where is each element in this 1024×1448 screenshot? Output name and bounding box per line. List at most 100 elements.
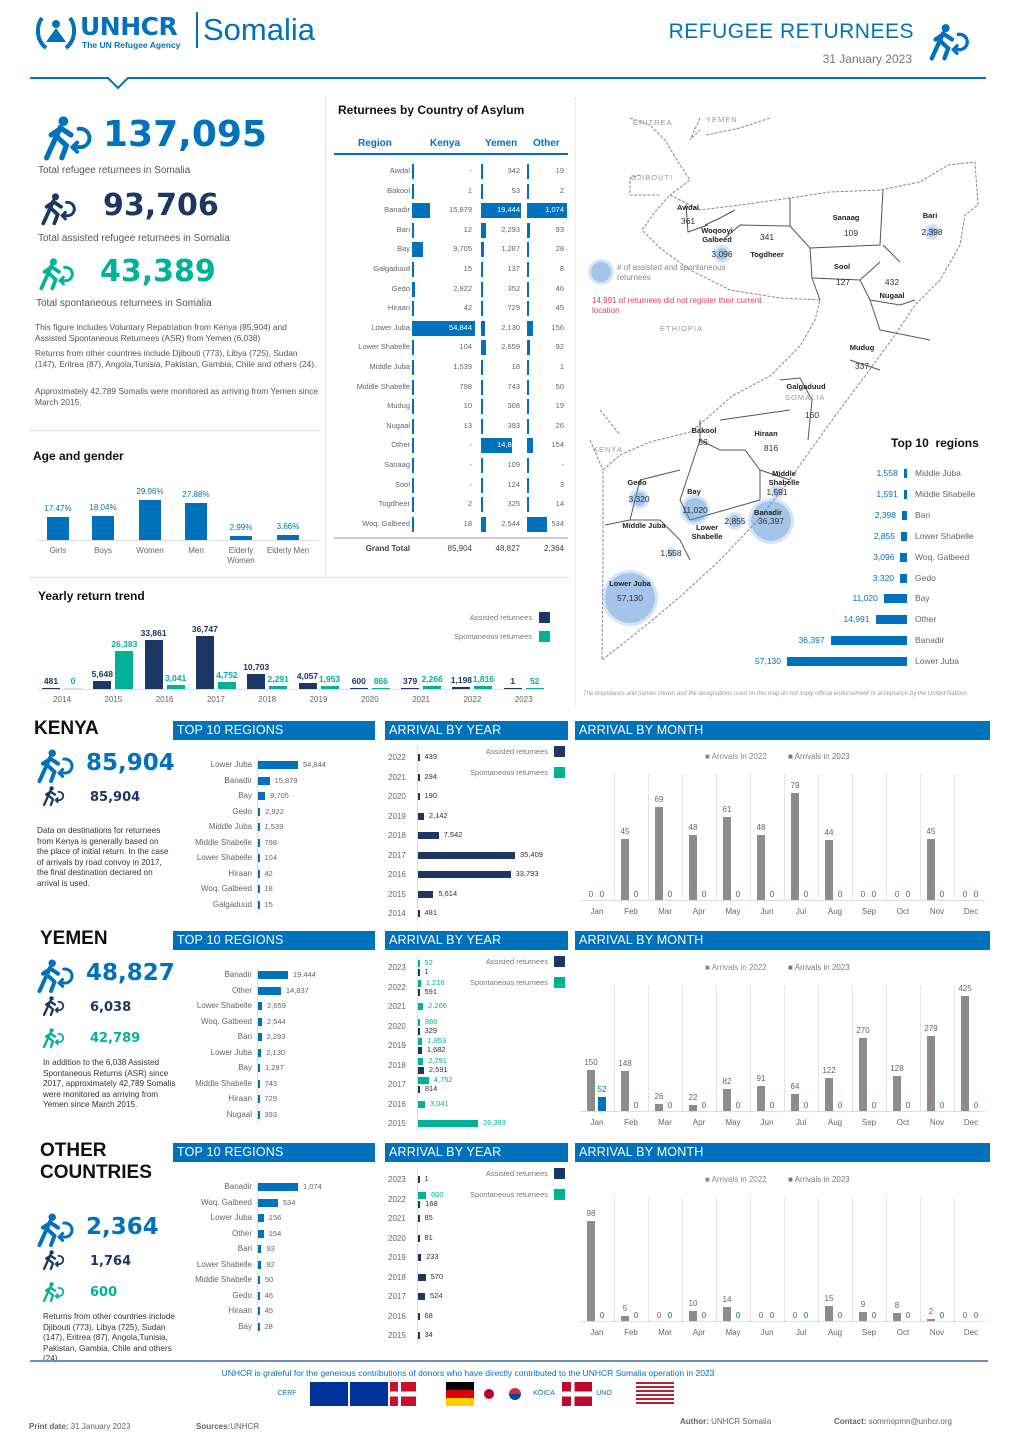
table-bar-other: [527, 497, 529, 513]
month-value-2022: 98: [586, 1209, 596, 1218]
map-bubble: [683, 498, 707, 522]
contact-email-link[interactable]: sommopmn@unhcr.org: [868, 1417, 952, 1426]
top10-value-label: 14,837: [285, 985, 309, 995]
table-bar-yemen: [481, 164, 483, 179]
table-row: Woq. Galbeed 18 2,544 534: [330, 516, 570, 534]
top10-value: 1,558: [876, 468, 898, 478]
month-bar-2022: [893, 1076, 901, 1111]
top10-bar: [258, 1214, 264, 1222]
top10-region-label: Middle Shabelle: [195, 1078, 252, 1088]
yearly-bar-spontaneous: [371, 687, 390, 689]
yemen-cell: 14,837: [497, 440, 520, 450]
total-returnees-value: 137,095: [103, 114, 267, 155]
table-bar-kenya: [412, 418, 414, 434]
other-cell: 156: [551, 322, 564, 332]
contact: Contact: sommopmn@unhcr.org: [834, 1417, 952, 1426]
map-region-name: Galgaduud: [786, 382, 826, 391]
map-bubble: [632, 492, 646, 506]
table-bar-yemen: [481, 183, 483, 199]
month-label: May: [725, 907, 741, 916]
section-assisted: 6,038: [90, 1000, 132, 1015]
kenya-cell: -: [469, 166, 473, 175]
table-row: Awdal - 342 19: [330, 163, 570, 181]
assisted-returnees-value: 93,706: [103, 188, 219, 223]
yearly-year-label: 2022: [463, 695, 482, 704]
map-region-name: Middle Juba: [622, 521, 666, 530]
total-returnee-icon: [36, 748, 80, 784]
top10-region-label: Woq. Galbeed: [201, 1016, 252, 1026]
assisted-returnee-icon: [40, 192, 82, 226]
month-label: Jun: [760, 1118, 774, 1127]
top10-bar: [258, 1229, 264, 1238]
month-label: Apr: [692, 1118, 706, 1127]
top10-value-label: 15: [264, 899, 273, 909]
month-gridline: [954, 986, 955, 1111]
section-other-countries: OTHER COUNTRIES 2,364 1,764 600 Returns from…: [0, 1140, 1024, 1363]
table-bar-kenya: [412, 203, 431, 219]
top10-region-label: Bari: [237, 1032, 252, 1041]
yearly-year-label: 2017: [206, 695, 225, 704]
table-bar-yemen: [481, 301, 483, 317]
year-label: 2016: [388, 870, 406, 879]
month-gridline: [750, 775, 751, 900]
country-label-ethiopia: ETHIOPIA: [660, 324, 704, 333]
yearly-value-spontaneous: 2,291: [267, 673, 289, 684]
month-value-2023: 0: [803, 1101, 809, 1110]
year-bar-assisted: [418, 1215, 420, 1222]
yearly-year-label: 2016: [155, 695, 174, 704]
month-label: Jan: [590, 1328, 604, 1337]
map-region-value: 160: [804, 410, 820, 420]
top10-bar: [258, 1048, 262, 1057]
year-label: 2019: [388, 1253, 406, 1262]
table-total-rule: [334, 537, 568, 539]
year-axis: [417, 956, 418, 1131]
month-value-2023: 0: [973, 890, 979, 899]
yearly-value-assisted: 1,198: [450, 675, 473, 686]
table-row: Bay 9,705 1,287 28: [330, 241, 570, 259]
month-label: Jun: [760, 907, 774, 916]
top10-value-label: 2,544: [266, 1016, 286, 1026]
table-bar-kenya: [412, 379, 414, 395]
country-name: Somalia: [203, 12, 315, 47]
month-bar-2022: [689, 1105, 697, 1111]
month-value-2022: 44: [824, 828, 834, 838]
table-bar-other: [527, 418, 529, 434]
month-gridline: [852, 986, 853, 1111]
region-cell: Awdal: [389, 166, 410, 175]
month-gridline: [818, 1196, 819, 1321]
returnee-glyph: [37, 749, 74, 784]
table-bar-yemen: [481, 516, 487, 532]
yearly-trend-chart: Assisted returnees Spontaneous returnees 4…: [30, 600, 570, 710]
age-bar: [230, 536, 252, 540]
month-value-2023: 0: [735, 1101, 741, 1110]
top10-bar: [900, 552, 907, 562]
map-region-value: 432: [884, 277, 900, 287]
month-label: Oct: [896, 1118, 910, 1127]
month-bar-2022: [825, 1305, 833, 1321]
table-bar-yemen: [481, 497, 483, 513]
top10-bar: [258, 1033, 262, 1041]
assisted-icon: [42, 995, 68, 1017]
top10-value-label: 50: [264, 1275, 274, 1284]
month-value-2022: 48: [688, 822, 698, 832]
map-region-name: Hiraan: [754, 429, 778, 438]
top10-value: 2,855: [873, 530, 896, 541]
year-value-assisted: 33,793: [515, 869, 539, 878]
returnee-glyph: [37, 959, 74, 994]
table-bar-yemen: [481, 222, 486, 238]
table-row: Sool - 124 3: [330, 477, 570, 495]
top10-value: 57,130: [755, 656, 781, 667]
region-cell: Middle Shabelle: [356, 381, 410, 391]
month-bar-2022: [621, 1315, 629, 1321]
table-bar-kenya: [412, 242, 424, 258]
month-value-2022: 45: [926, 827, 936, 837]
month-gridline: [614, 1196, 615, 1321]
region-cell: Bay: [397, 244, 410, 254]
top10-axis: [257, 1180, 258, 1335]
kenya-cell: -: [469, 440, 473, 450]
total-returnees-label: Total refugee returnees in Somalia: [38, 165, 191, 176]
yearly-bar-spontaneous: [269, 685, 288, 689]
region-cell: Togdheer: [378, 499, 410, 509]
divider: [325, 98, 326, 578]
legend-2022: ■ Arrivals in 2022: [705, 1175, 767, 1184]
